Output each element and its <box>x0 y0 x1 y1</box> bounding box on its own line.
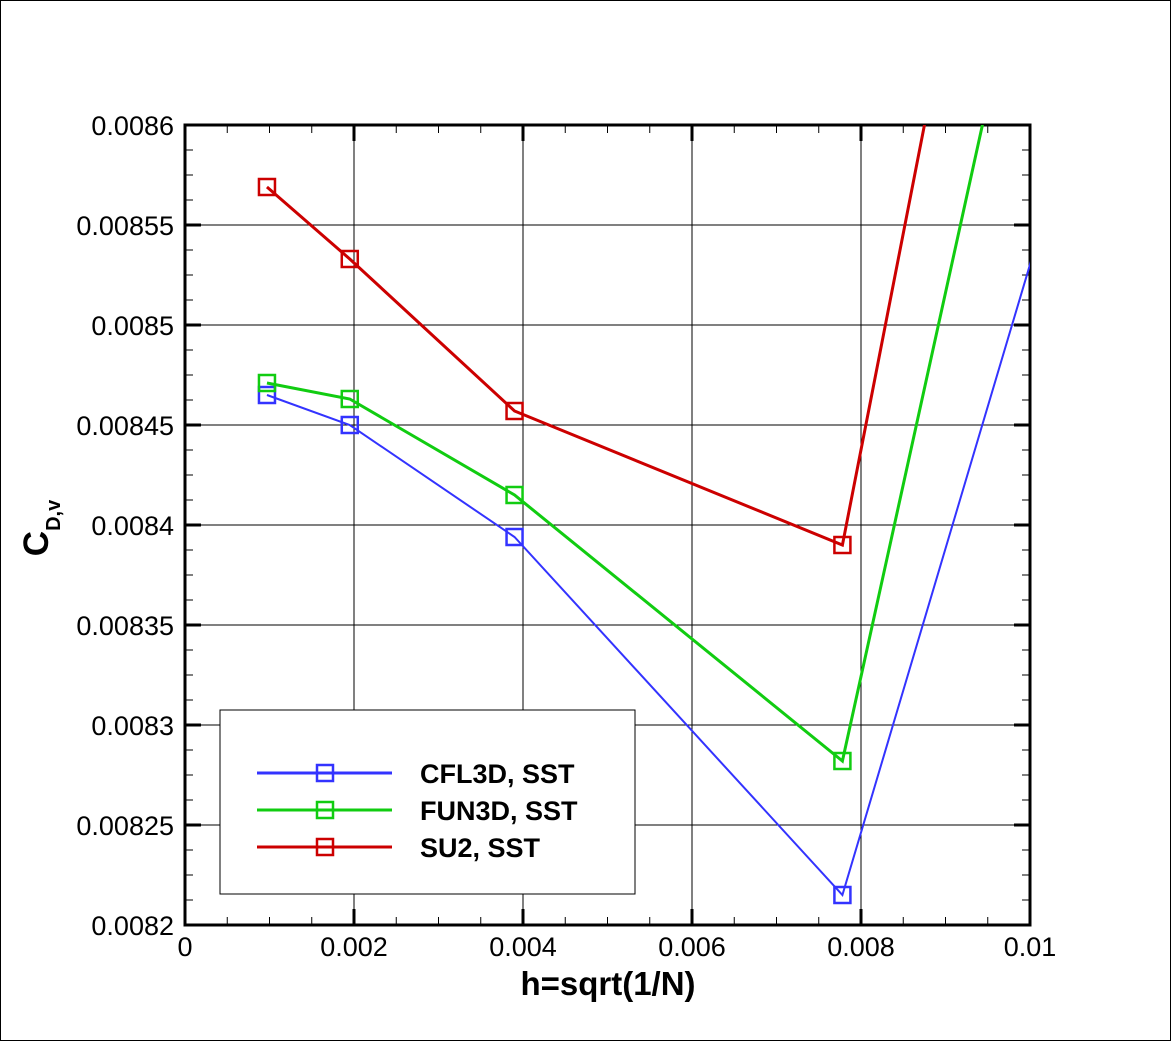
series-layer <box>257 125 1030 905</box>
data-point-marker <box>340 389 360 409</box>
y-axis-title-subscript: D,v <box>43 499 65 531</box>
legend-marker <box>315 837 335 857</box>
data-point-marker <box>257 177 277 197</box>
series-line <box>266 261 1030 897</box>
data-point-marker <box>257 385 277 405</box>
y-tick-label: 0.0082 <box>91 911 174 941</box>
y-axis-title: CD,v <box>17 499 65 556</box>
y-tick-label: 0.00825 <box>76 811 174 841</box>
x-tick-label: 0.004 <box>489 932 557 962</box>
x-tick-label: 0.008 <box>827 932 895 962</box>
series-line-group <box>266 125 984 764</box>
y-tick-label: 0.0084 <box>91 511 174 541</box>
legend: CFL3D, SST FUN3D, SST SU2, SST <box>219 709 636 895</box>
series-line-group <box>265 125 926 548</box>
x-tick-label: 0.002 <box>320 932 388 962</box>
legend-box <box>219 709 636 895</box>
series-1 <box>257 261 1030 905</box>
legend-label: FUN3D, SST <box>420 796 578 826</box>
x-tick-label: 0.01 <box>1004 932 1057 962</box>
y-tick-label: 0.0086 <box>91 111 174 141</box>
data-point-marker <box>340 249 360 269</box>
data-point-marker <box>257 373 277 393</box>
legend-marker <box>315 800 335 820</box>
y-tick-label: 0.00855 <box>76 211 174 241</box>
y-tick-label: 0.0085 <box>91 311 174 341</box>
series-line-group <box>266 261 1030 897</box>
y-axis-title-main: C <box>17 531 56 556</box>
x-tick-labels: 0 0.002 0.004 0.006 0.008 0.01 <box>177 932 1056 962</box>
legend-label: CFL3D, SST <box>420 759 575 789</box>
series-line <box>265 125 926 548</box>
data-point-marker <box>505 527 524 547</box>
series-2 <box>257 125 984 771</box>
legend-label: SU2, SST <box>420 833 541 863</box>
x-tick-label: 0.006 <box>658 932 726 962</box>
legend-items: CFL3D, SST FUN3D, SST SU2, SST <box>257 759 578 863</box>
data-point-marker <box>833 751 852 771</box>
y-tick-labels: 0.0082 0.00825 0.0083 0.00835 0.0084 0.00845 0… <box>76 111 174 941</box>
data-point-marker <box>505 485 524 505</box>
data-point-marker <box>340 415 360 435</box>
legend-marker <box>315 763 335 783</box>
y-tick-label: 0.00835 <box>76 611 174 641</box>
data-point-marker <box>833 885 852 905</box>
series-3 <box>257 125 926 555</box>
data-point-marker <box>833 535 852 555</box>
x-axis-title: h=sqrt(1/N) <box>520 965 695 1002</box>
series-line <box>266 125 984 764</box>
plot-border <box>183 123 1032 927</box>
data-point-marker <box>505 401 524 421</box>
y-tick-label: 0.0083 <box>91 711 174 741</box>
y-tick-label: 0.00845 <box>76 411 174 441</box>
x-tick-label: 0 <box>177 932 192 962</box>
